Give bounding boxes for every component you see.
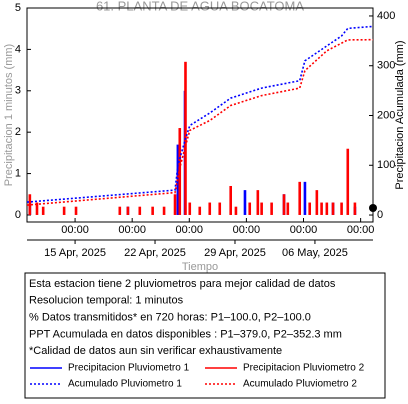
x-date-label: 29 Apr, 2025 <box>204 247 266 259</box>
bar <box>126 206 130 215</box>
bar <box>41 206 45 215</box>
bar <box>298 181 302 215</box>
bar <box>173 194 177 215</box>
bar <box>162 206 166 215</box>
bar <box>188 202 192 215</box>
y2-tick-label: 0 <box>377 209 383 221</box>
y-axis-label: Precipitacion 1 minutos (mm) <box>3 44 15 186</box>
bar <box>353 202 357 215</box>
y-tick-label: 0 <box>15 209 21 221</box>
bar <box>243 190 247 215</box>
bar <box>331 202 335 215</box>
bar <box>256 190 260 215</box>
bar <box>118 206 122 215</box>
bar <box>286 202 290 215</box>
x-date-label: 22 Apr, 2025 <box>124 247 186 259</box>
cumulative-line <box>26 38 374 206</box>
y2-tick-label: 300 <box>377 60 395 72</box>
info-line: *Calidad de datos aun sin verificar exha… <box>29 345 282 357</box>
x-tick-label: 00:00 <box>118 224 146 236</box>
info-line: PPT Acumulada en datos disponibles : P1–… <box>29 328 342 340</box>
bar <box>325 202 329 215</box>
x-tick-label: 00:00 <box>61 224 89 236</box>
bar <box>315 190 319 215</box>
bar <box>74 206 78 215</box>
bar <box>248 202 252 215</box>
bar <box>151 206 154 215</box>
bar <box>260 202 263 215</box>
y-tick-label: 4 <box>15 43 21 55</box>
x-axis-label: Tiempo <box>182 261 218 273</box>
x-tick-label: 00:00 <box>233 224 261 236</box>
x-tick-label: 00:00 <box>290 224 318 236</box>
y2-tick-label: 200 <box>377 109 395 121</box>
bar <box>198 206 202 215</box>
y-tick-label: 5 <box>15 2 21 14</box>
legend-label: Precipitacion Pluviometro 1 <box>68 363 190 374</box>
bar <box>270 202 273 215</box>
plot-frame <box>26 7 374 223</box>
bar <box>35 202 39 215</box>
bar <box>320 202 323 215</box>
legend-label: Acumulado Pluviometro 2 <box>243 379 357 390</box>
info-line: Esta estacion tiene 2 pluviometros para … <box>29 278 336 290</box>
bar <box>178 128 182 215</box>
bar <box>28 194 32 215</box>
y2-axis-label: Precipitacion Acumulada (mm) <box>394 40 406 189</box>
bar <box>346 148 350 215</box>
legend-label: Precipitacion Pluviometro 2 <box>243 363 365 374</box>
y-tick-label: 1 <box>15 167 21 179</box>
y-tick-label: 3 <box>15 85 21 97</box>
info-box <box>24 272 386 399</box>
bar <box>138 206 142 215</box>
bar <box>282 194 286 215</box>
bar <box>340 202 343 215</box>
bar <box>303 181 307 215</box>
y2-tick-label: 100 <box>377 159 395 171</box>
y-tick-label: 2 <box>15 126 21 138</box>
y2-tick-label: 400 <box>377 10 395 22</box>
bar <box>308 202 312 215</box>
bar <box>62 206 66 215</box>
x-date-label: 06 May, 2025 <box>282 247 348 259</box>
bar <box>208 202 212 215</box>
info-line: Resolucion temporal: 1 minutos <box>29 295 184 307</box>
x-tick-label: 00:00 <box>176 224 204 236</box>
info-line: % Datos transmitidos* en 720 horas: P1–1… <box>29 312 311 324</box>
cumulative-line <box>26 25 374 203</box>
bar <box>234 206 238 215</box>
bar <box>218 202 222 215</box>
x-date-label: 15 Apr, 2025 <box>44 247 106 259</box>
legend-label: Acumulado Pluviometro 1 <box>68 379 182 390</box>
x-tick-label: 00:00 <box>347 224 375 236</box>
chart-title: 61. PLANTA DE AGUA BOCATOMA <box>96 0 304 13</box>
bar <box>229 185 232 215</box>
